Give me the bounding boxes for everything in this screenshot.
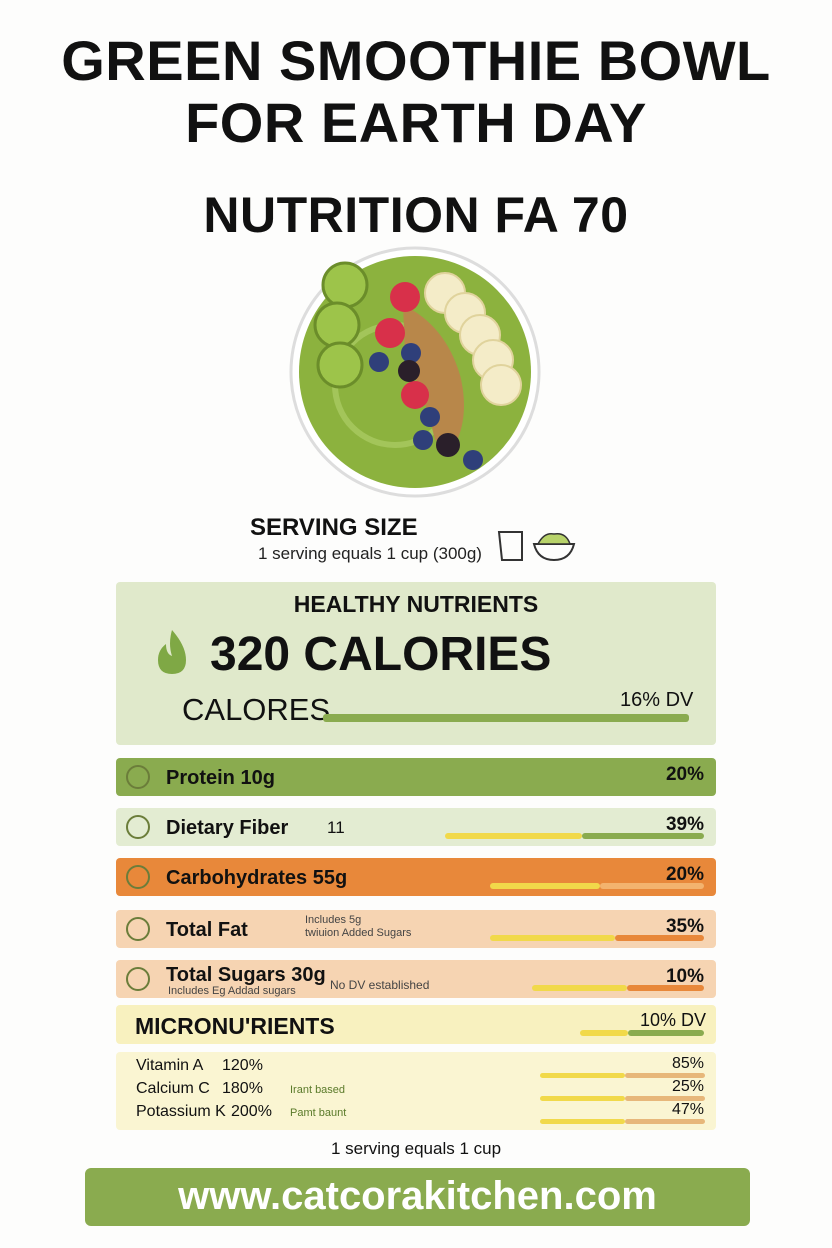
nutrient-dv: 35% xyxy=(665,916,704,937)
micro-name: Vitamin A xyxy=(136,1057,204,1074)
nutrient-icon xyxy=(126,815,150,839)
nutrient-name: Dietary Fiber xyxy=(166,817,289,839)
serving-label: SERVING SIZE xyxy=(250,514,418,541)
nutrient-row xyxy=(116,808,716,846)
nutrient-note: No DV established xyxy=(330,978,430,992)
micro-dv: 10% DV xyxy=(640,1010,707,1030)
nutrient-row xyxy=(116,960,716,998)
nutrient-row xyxy=(116,858,716,896)
micro-dv: 47% xyxy=(671,1101,704,1118)
nutrient-note: Includes 5g xyxy=(305,914,362,926)
serving-icons xyxy=(497,531,576,562)
nutrient-note: twiuion Added Sugars xyxy=(305,927,412,939)
micro-bar xyxy=(540,1119,625,1124)
nutrient-dv: 39% xyxy=(665,814,704,835)
nutrient-row xyxy=(116,910,716,948)
micro-bar xyxy=(540,1096,625,1101)
nutrient-bar xyxy=(615,935,704,941)
micro-header xyxy=(116,1005,716,1044)
micro-bar xyxy=(580,1030,628,1036)
micro-amount: 200% xyxy=(231,1103,272,1120)
calories-dv: 16% DV xyxy=(620,689,694,711)
nutrient-name: Carbohydrates 55g xyxy=(166,867,348,889)
nutrient-dv: 20% xyxy=(665,864,704,885)
nutrient-dv: 20% xyxy=(665,764,704,785)
nutrient-bar xyxy=(490,883,600,889)
flame-icon xyxy=(158,630,186,674)
nutrient-name: Protein 10g xyxy=(166,767,275,789)
nutrient-icon xyxy=(126,765,150,789)
bowl-image xyxy=(289,246,541,498)
nutrient-name: Total Fat xyxy=(166,919,248,941)
micro-amount: 120% xyxy=(222,1057,263,1074)
footer-serving: 1 serving equals 1 cup xyxy=(330,1139,502,1158)
nutrient-row xyxy=(116,758,716,796)
micro-dv: 25% xyxy=(671,1078,704,1095)
nutrient-dv: 10% xyxy=(665,966,704,987)
micro-bar xyxy=(625,1096,705,1101)
subtitle: NUTRITION FA 70 xyxy=(203,187,629,243)
nutrient-bar xyxy=(490,935,615,941)
nutrient-note: 11 xyxy=(327,818,345,837)
micro-panel xyxy=(116,1052,716,1130)
url-banner xyxy=(85,1168,750,1226)
micro-bar xyxy=(625,1073,705,1078)
micro-amount: 180% xyxy=(222,1080,263,1097)
calories-value: 320 CALORIES xyxy=(210,628,552,681)
micro-heading: MICRONU'RIENTS xyxy=(135,1013,335,1039)
title: FOR EARTH DAY xyxy=(185,91,647,154)
micro-note: Pamt baunt xyxy=(290,1107,347,1119)
nutrient-bar xyxy=(445,833,582,839)
nutrient-icon xyxy=(126,967,150,991)
nutrient-bar xyxy=(532,985,627,991)
title: GREEN SMOOTHIE BOWL xyxy=(61,29,771,92)
nutrient-bar xyxy=(582,833,704,839)
nutrient-icon xyxy=(126,865,150,889)
calories-bar xyxy=(323,714,689,722)
nutrient-note: Includes Eg Addad sugars xyxy=(168,985,296,997)
serving-text: 1 serving equals 1 cup (300g) xyxy=(258,544,482,563)
calories-heading: HEALTHY NUTRIENTS xyxy=(293,591,539,617)
micro-note: Irant based xyxy=(290,1084,346,1096)
micro-name: Calcium C xyxy=(136,1080,210,1097)
micro-bar xyxy=(625,1119,705,1124)
nutrient-name: Total Sugars 30g xyxy=(166,964,326,986)
micro-name: Potassium K xyxy=(136,1103,226,1120)
micro-dv: 85% xyxy=(671,1055,704,1072)
nutrient-icon xyxy=(126,917,150,941)
url: www.catcorakitchen.com xyxy=(178,1174,657,1218)
nutrient-bar xyxy=(600,883,704,889)
micro-bar xyxy=(540,1073,625,1078)
calories-label: CALORES xyxy=(182,692,331,727)
nutrient-bar xyxy=(627,985,704,991)
micro-bar xyxy=(628,1030,704,1036)
